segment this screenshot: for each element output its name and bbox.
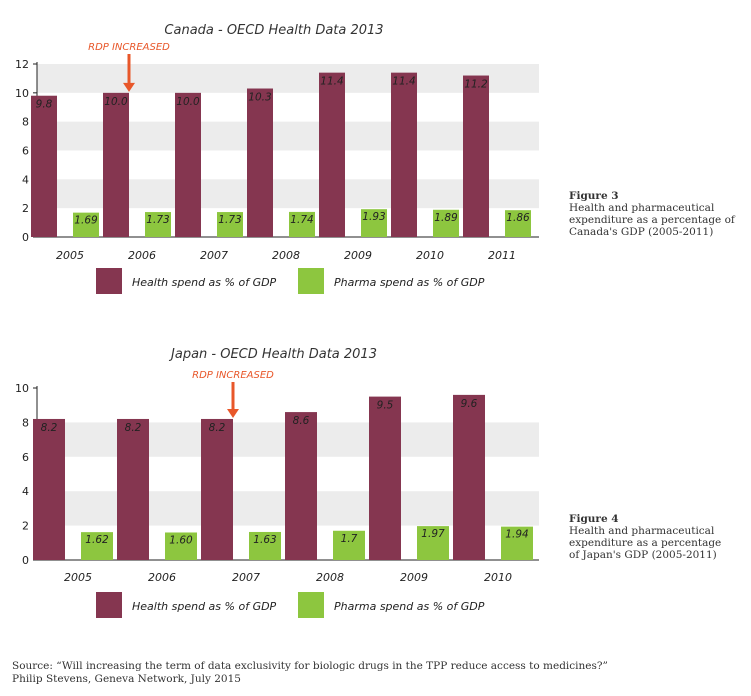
- caption-line: Health and pharmaceutical: [569, 202, 735, 214]
- pharma-data-label: 1.97: [421, 528, 445, 540]
- y-tick-label: 4: [22, 485, 29, 498]
- health-data-label: 8.2: [209, 422, 226, 434]
- legend-health-swatch: [96, 268, 122, 294]
- japan-chart: Japan - OECD Health Data 2013 0 2 4 6 8 10 8.2…: [15, 347, 539, 618]
- chart-title: Japan - OECD Health Data 2013: [168, 347, 377, 362]
- rdp-arrow-head: [227, 409, 239, 418]
- health-bar: [31, 96, 57, 237]
- health-bar: [103, 93, 129, 237]
- y-tick-label: 10: [15, 382, 29, 395]
- source-line: Philip Stevens, Geneva Network, July 201…: [12, 673, 608, 686]
- x-tick-label: 2006: [148, 571, 176, 584]
- caption-line: expenditure as a percentage: [569, 537, 721, 549]
- legend-pharma-swatch: [298, 268, 324, 294]
- canada-chart: Canada - OECD Health Data 2013 0 2 4 6 8 10 12…: [15, 23, 539, 294]
- pharma-data-label: 1.7: [341, 533, 358, 545]
- x-tick-label: 2008: [272, 249, 300, 262]
- caption-line: Canada's GDP (2005-2011): [569, 226, 735, 238]
- health-data-label: 11.4: [392, 76, 415, 88]
- health-data-label: 10.0: [176, 96, 200, 108]
- caption-line: Health and pharmaceutical: [569, 525, 721, 537]
- y-tick-label: 12: [15, 58, 29, 71]
- health-bar: [463, 76, 489, 237]
- source-line: Source: “Will increasing the term of dat…: [12, 660, 608, 673]
- legend-pharma-label: Pharma spend as % of GDP: [334, 276, 485, 289]
- legend-health-label: Health spend as % of GDP: [132, 600, 277, 613]
- pharma-data-label: 1.69: [74, 215, 98, 227]
- caption-line: of Japan's GDP (2005-2011): [569, 549, 721, 561]
- health-data-label: 8.6: [293, 415, 310, 427]
- source-note: Source: “Will increasing the term of dat…: [12, 660, 608, 686]
- health-bar: [391, 73, 417, 237]
- y-tick-label: 0: [22, 231, 29, 244]
- health-data-label: 10.3: [248, 92, 271, 104]
- health-data-label: 9.6: [461, 398, 478, 410]
- health-data-label: 11.4: [320, 76, 343, 88]
- health-data-label: 10.0: [104, 96, 128, 108]
- y-tick-label: 8: [22, 416, 29, 429]
- x-tick-label: 2011: [488, 249, 516, 262]
- x-tick-label: 2009: [400, 571, 428, 584]
- y-tick-label: 4: [22, 173, 29, 186]
- health-data-label: 8.2: [125, 422, 142, 434]
- pharma-data-label: 1.62: [85, 534, 109, 546]
- caption-line: expenditure as a percentage of: [569, 214, 735, 226]
- health-bar: [33, 419, 65, 560]
- y-tick-label: 8: [22, 116, 29, 129]
- x-tick-label: 2007: [232, 571, 260, 584]
- y-tick-label: 10: [15, 87, 29, 100]
- health-bar: [175, 93, 201, 237]
- x-tick-label: 2005: [56, 249, 84, 262]
- x-tick-label: 2008: [316, 571, 344, 584]
- pharma-data-label: 1.86: [506, 212, 530, 224]
- pharma-data-label: 1.73: [146, 214, 169, 226]
- health-bar: [117, 419, 149, 560]
- pharma-data-label: 1.73: [218, 214, 241, 226]
- chart-title: Canada - OECD Health Data 2013: [164, 23, 383, 38]
- y-tick-label: 2: [22, 202, 29, 215]
- rdp-annotation: RDP INCREASED: [192, 370, 274, 381]
- health-data-label: 11.2: [464, 79, 488, 91]
- health-data-label: 9.8: [36, 99, 53, 111]
- health-bar: [369, 397, 401, 560]
- health-bar: [285, 412, 317, 560]
- x-tick-label: 2007: [200, 249, 228, 262]
- pharma-data-label: 1.74: [290, 214, 313, 226]
- y-tick-label: 6: [22, 451, 29, 464]
- y-tick-label: 0: [22, 554, 29, 567]
- health-bar: [201, 419, 233, 560]
- health-data-label: 9.5: [377, 400, 394, 412]
- x-tick-label: 2009: [344, 249, 372, 262]
- x-tick-label: 2005: [64, 571, 92, 584]
- figure-canvas: Canada - OECD Health Data 2013 0 2 4 6 8 10 12…: [0, 0, 751, 696]
- figure-label: Figure 4: [569, 513, 721, 525]
- pharma-data-label: 1.93: [362, 211, 385, 223]
- health-bar: [319, 73, 345, 237]
- figure-label: Figure 3: [569, 190, 735, 202]
- health-bar: [247, 89, 273, 237]
- health-bar: [453, 395, 485, 560]
- pharma-data-label: 1.89: [434, 212, 458, 224]
- y-tick-label: 2: [22, 520, 29, 533]
- pharma-data-label: 1.60: [169, 534, 193, 546]
- figure-3-caption: Figure 3 Health and pharmaceutical expen…: [569, 190, 735, 238]
- pharma-data-label: 1.94: [505, 529, 528, 541]
- chart-legend: Health spend as % of GDP Pharma spend as …: [96, 268, 485, 294]
- rdp-annotation: RDP INCREASED: [88, 42, 170, 53]
- pharma-data-label: 1.63: [253, 534, 276, 546]
- chart-legend: Health spend as % of GDP Pharma spend as …: [96, 592, 485, 618]
- legend-pharma-label: Pharma spend as % of GDP: [334, 600, 485, 613]
- legend-pharma-swatch: [298, 592, 324, 618]
- x-tick-label: 2006: [128, 249, 156, 262]
- y-tick-label: 6: [22, 145, 29, 158]
- legend-health-label: Health spend as % of GDP: [132, 276, 277, 289]
- figure-4-caption: Figure 4 Health and pharmaceutical expen…: [569, 513, 721, 561]
- x-tick-label: 2010: [416, 249, 444, 262]
- x-tick-label: 2010: [484, 571, 512, 584]
- legend-health-swatch: [96, 592, 122, 618]
- health-data-label: 8.2: [41, 422, 58, 434]
